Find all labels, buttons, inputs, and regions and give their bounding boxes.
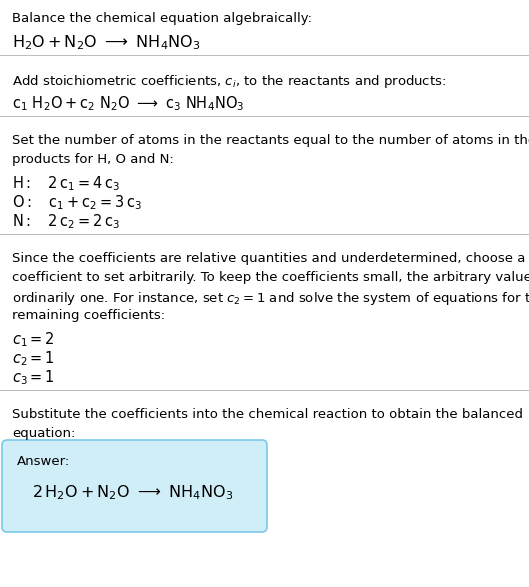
Text: $\mathsf{H:\quad 2\,c_1 = 4\,c_3}$: $\mathsf{H:\quad 2\,c_1 = 4\,c_3}$ [12, 174, 120, 193]
Text: Set the number of atoms in the reactants equal to the number of atoms in the: Set the number of atoms in the reactants… [12, 134, 529, 147]
Text: $\mathsf{H_2O + N_2O\ \longrightarrow\ NH_4NO_3}$: $\mathsf{H_2O + N_2O\ \longrightarrow\ N… [12, 33, 200, 52]
Text: $\mathsf{c_1\ H_2O + c_2\ N_2O\ \longrightarrow\ c_3\ NH_4NO_3}$: $\mathsf{c_1\ H_2O + c_2\ N_2O\ \longrig… [12, 94, 244, 113]
Text: Add stoichiometric coefficients, $c_i$, to the reactants and products:: Add stoichiometric coefficients, $c_i$, … [12, 73, 446, 90]
Text: $\mathsf{N:\quad 2\,c_2 = 2\,c_3}$: $\mathsf{N:\quad 2\,c_2 = 2\,c_3}$ [12, 212, 120, 231]
Text: $c_3 = 1$: $c_3 = 1$ [12, 368, 55, 387]
Text: equation:: equation: [12, 427, 75, 440]
Text: coefficient to set arbitrarily. To keep the coefficients small, the arbitrary va: coefficient to set arbitrarily. To keep … [12, 271, 529, 284]
Text: products for H, O and N:: products for H, O and N: [12, 153, 174, 166]
Text: $c_2 = 1$: $c_2 = 1$ [12, 349, 55, 367]
Text: $c_1 = 2$: $c_1 = 2$ [12, 330, 55, 349]
Text: Balance the chemical equation algebraically:: Balance the chemical equation algebraica… [12, 12, 312, 25]
Text: Substitute the coefficients into the chemical reaction to obtain the balanced: Substitute the coefficients into the che… [12, 408, 523, 421]
Text: $\mathsf{O:\quad c_1 + c_2 = 3\,c_3}$: $\mathsf{O:\quad c_1 + c_2 = 3\,c_3}$ [12, 193, 142, 212]
Text: Answer:: Answer: [17, 455, 70, 468]
Text: ordinarily one. For instance, set $c_2 = 1$ and solve the system of equations fo: ordinarily one. For instance, set $c_2 =… [12, 290, 529, 307]
Text: Since the coefficients are relative quantities and underdetermined, choose a: Since the coefficients are relative quan… [12, 252, 525, 265]
Text: $\mathsf{2\,H_2O + N_2O\ \longrightarrow\ NH_4NO_3}$: $\mathsf{2\,H_2O + N_2O\ \longrightarrow… [32, 483, 233, 502]
FancyBboxPatch shape [2, 440, 267, 532]
Text: remaining coefficients:: remaining coefficients: [12, 309, 165, 322]
